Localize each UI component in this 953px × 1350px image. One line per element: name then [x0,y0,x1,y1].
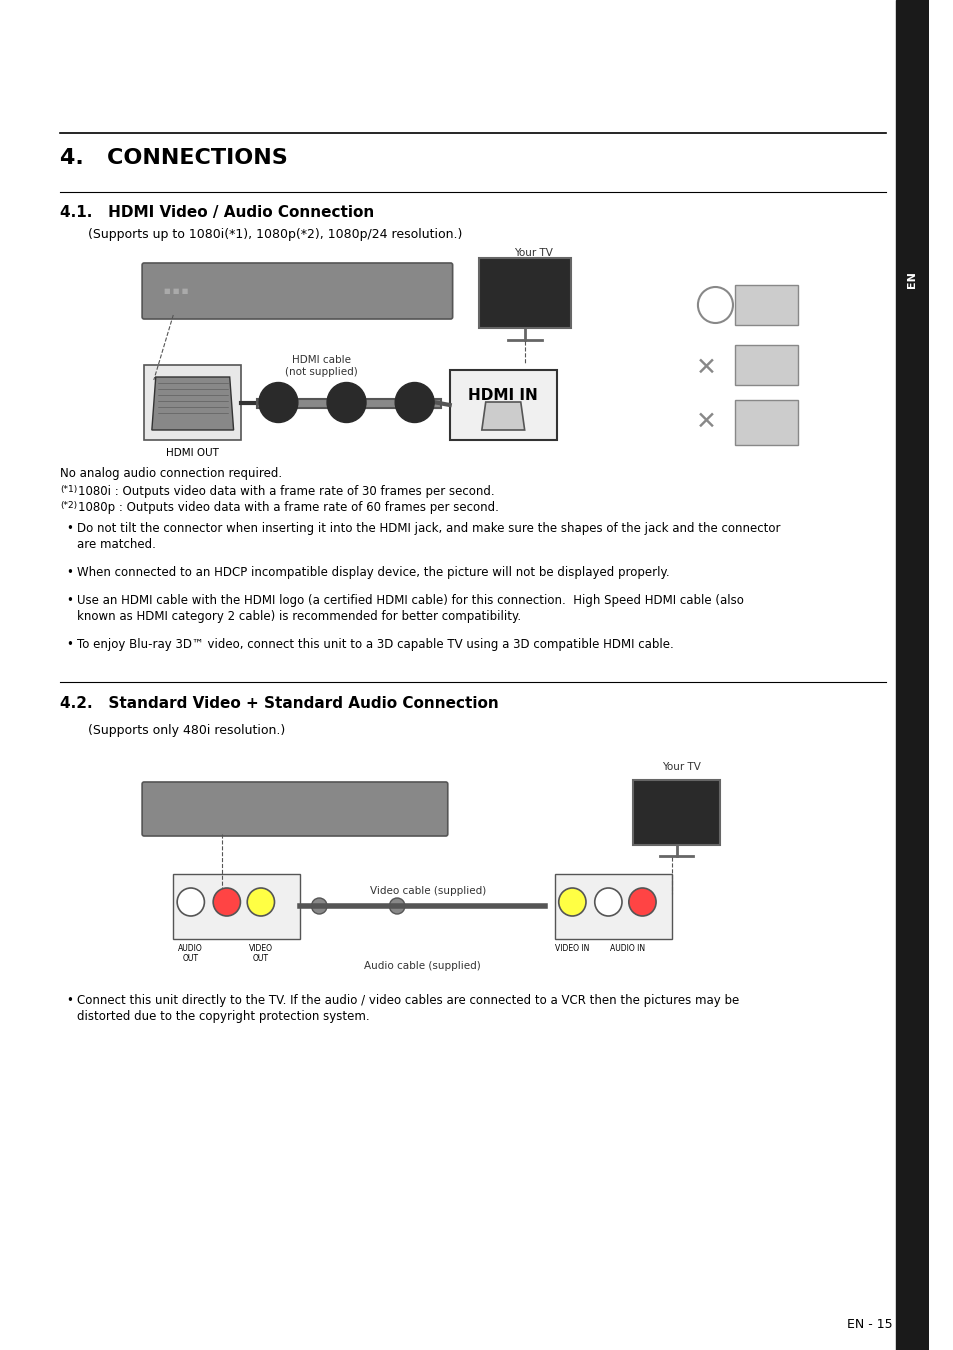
Text: distorted due to the copyright protection system.: distorted due to the copyright protectio… [77,1010,369,1023]
Text: known as HDMI category 2 cable) is recommended for better compatibility.: known as HDMI category 2 cable) is recom… [77,610,520,622]
Text: Use an HDMI cable with the HDMI logo (a certified HDMI cable) for this connectio: Use an HDMI cable with the HDMI logo (a … [77,594,743,608]
Circle shape [213,888,240,917]
Text: 1080p : Outputs video data with a frame rate of 60 frames per second.: 1080p : Outputs video data with a frame … [78,501,498,514]
Text: ✕: ✕ [696,356,717,379]
Text: Connect this unit directly to the TV. If the audio / video cables are connected : Connect this unit directly to the TV. If… [77,994,739,1007]
Text: (Supports only 480i resolution.): (Supports only 480i resolution.) [88,724,285,737]
Circle shape [247,888,274,917]
Bar [144,364,241,440]
Text: VIDEO
OUT: VIDEO OUT [249,944,273,964]
Circle shape [558,888,585,917]
Text: EN - 15: EN - 15 [846,1318,892,1331]
Text: Your TV: Your TV [661,761,700,772]
Text: •: • [66,639,73,651]
Bar [895,0,927,1350]
Circle shape [327,382,366,423]
Circle shape [177,888,204,917]
Text: To enjoy Blu-ray 3D™ video, connect this unit to a 3D capable TV using a 3D comp: To enjoy Blu-ray 3D™ video, connect this… [77,639,673,651]
Text: HDMI cable
(not supplied): HDMI cable (not supplied) [285,355,357,377]
Text: Your TV: Your TV [514,248,552,258]
Bar [555,873,671,940]
FancyBboxPatch shape [734,400,798,446]
Text: Video cable (supplied): Video cable (supplied) [370,886,486,896]
Text: •: • [66,594,73,608]
Text: HDMI IN: HDMI IN [468,387,537,404]
Text: 1080i : Outputs video data with a frame rate of 30 frames per second.: 1080i : Outputs video data with a frame … [78,485,494,498]
FancyBboxPatch shape [734,346,798,385]
Text: Do not tilt the connector when inserting it into the HDMI jack, and make sure th: Do not tilt the connector when inserting… [77,522,780,535]
FancyBboxPatch shape [734,285,798,325]
Circle shape [698,288,732,323]
Bar [449,370,557,440]
Text: Audio cable (supplied): Audio cable (supplied) [364,961,480,971]
Text: HDMI OUT: HDMI OUT [166,448,219,458]
Circle shape [395,382,434,423]
Text: 4.   CONNECTIONS: 4. CONNECTIONS [60,148,288,167]
Text: ✕: ✕ [696,410,717,433]
FancyBboxPatch shape [142,782,447,836]
FancyBboxPatch shape [632,780,720,845]
Text: •: • [66,566,73,579]
Text: AUDIO IN: AUDIO IN [610,944,645,953]
Circle shape [312,898,327,914]
Circle shape [594,888,621,917]
Circle shape [258,382,297,423]
Text: are matched.: are matched. [77,539,155,551]
Text: 4.2.   Standard Video + Standard Audio Connection: 4.2. Standard Video + Standard Audio Con… [60,697,498,711]
Text: No analog audio connection required.: No analog audio connection required. [60,467,282,481]
Text: When connected to an HDCP incompatible display device, the picture will not be d: When connected to an HDCP incompatible d… [77,566,669,579]
Text: •: • [66,994,73,1007]
Text: 4.1.   HDMI Video / Audio Connection: 4.1. HDMI Video / Audio Connection [60,205,375,220]
Circle shape [389,898,404,914]
FancyBboxPatch shape [142,263,452,319]
Circle shape [628,888,656,917]
Text: (Supports up to 1080i(*1), 1080p(*2), 1080p/24 resolution.): (Supports up to 1080i(*1), 1080p(*2), 10… [88,228,461,242]
Bar [173,873,299,940]
Text: (*1): (*1) [60,485,77,494]
FancyBboxPatch shape [478,258,571,328]
Text: •: • [66,522,73,535]
Text: AUDIO
OUT: AUDIO OUT [178,944,203,964]
Text: (*2): (*2) [60,501,77,510]
Text: ■ ■ ■: ■ ■ ■ [163,288,188,294]
Polygon shape [152,377,233,431]
Text: VIDEO IN: VIDEO IN [555,944,589,953]
Polygon shape [481,402,524,431]
Text: EN: EN [906,271,916,289]
